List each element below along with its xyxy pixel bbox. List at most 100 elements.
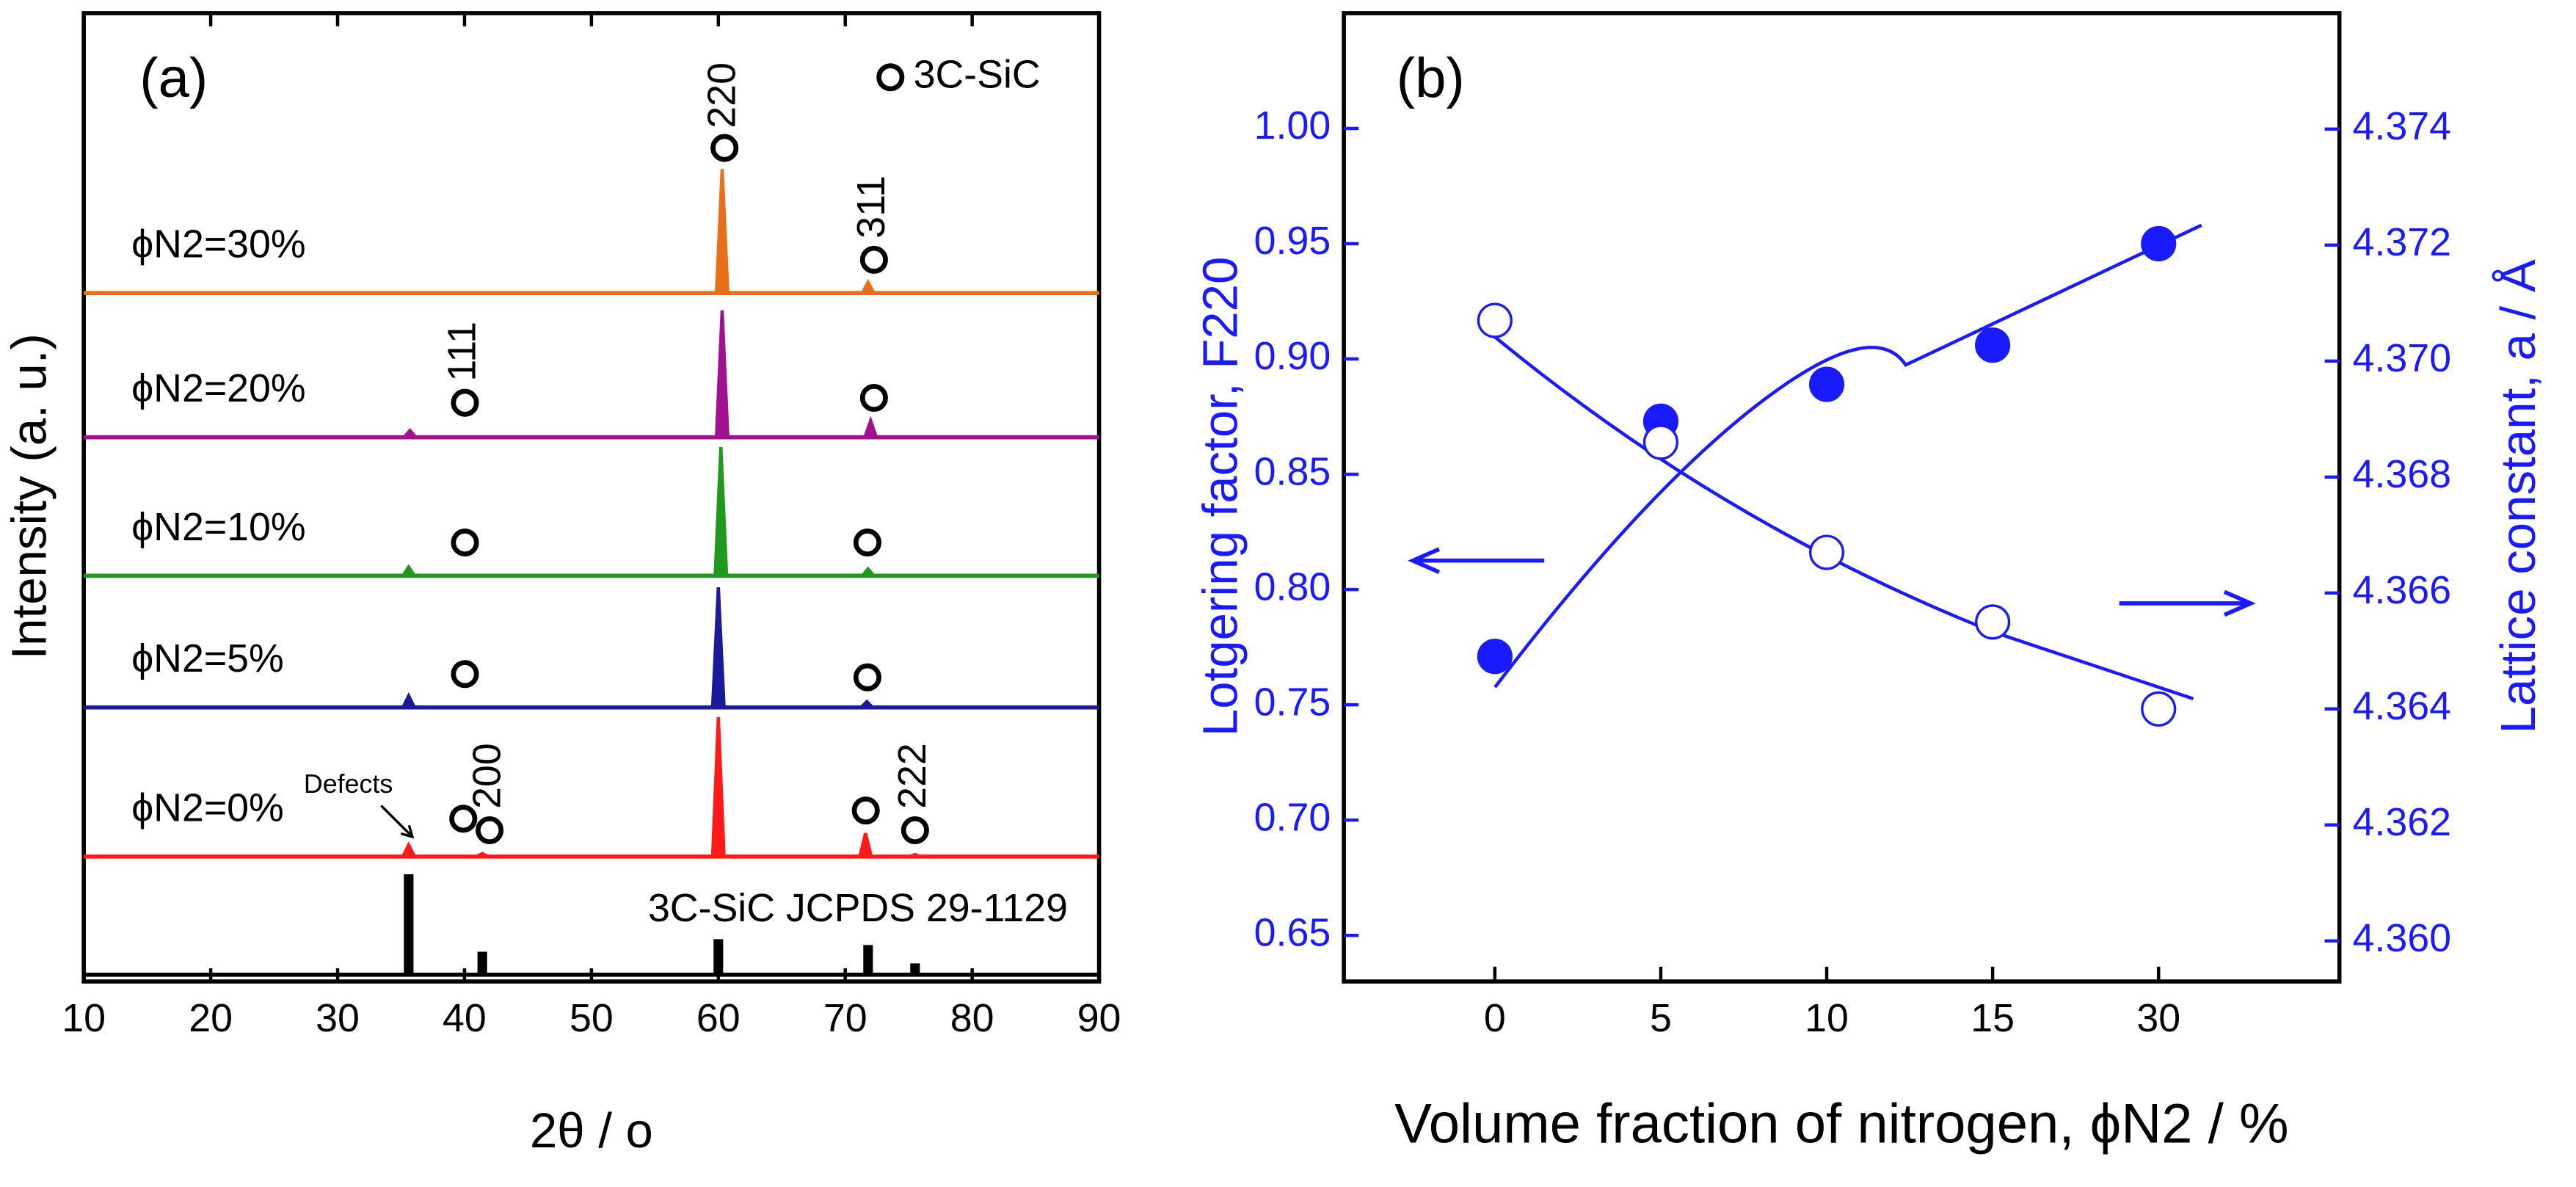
fit-curve <box>1493 335 2194 700</box>
peak-label: 111 <box>440 322 484 382</box>
y-tick-label: 0.75 <box>1254 680 1331 724</box>
marker <box>1808 366 1845 402</box>
panel-title: (b) <box>1397 47 1465 109</box>
marker <box>2141 691 2177 727</box>
peak <box>863 945 873 977</box>
x-tick-label: 0 <box>1484 996 1506 1040</box>
series-label: 3C-SiC JCPDS 29-1129 <box>648 886 1068 930</box>
peak-label: 200 <box>465 743 509 809</box>
peak <box>710 716 726 857</box>
peak-marker <box>451 529 479 557</box>
x-tick-label: 30 <box>2136 996 2180 1040</box>
peak <box>403 427 418 439</box>
peak <box>861 278 876 294</box>
marker <box>1642 424 1679 460</box>
peak <box>714 169 729 294</box>
x-tick-label: 50 <box>570 996 614 1040</box>
y-axis-label: Lotgering factor, F220 <box>1193 257 1248 737</box>
peak-marker <box>859 245 888 274</box>
plot-frame <box>1342 11 2342 984</box>
legend-label: 3C-SiC <box>914 52 1041 96</box>
y2-tick-label: 4.364 <box>2353 684 2451 728</box>
peak <box>476 852 489 858</box>
series-label: ϕN2=5% <box>131 636 284 680</box>
marker <box>1975 604 2011 640</box>
series-label: ϕN2=20% <box>131 366 306 410</box>
peak-marker <box>859 383 888 413</box>
y2-tick-label: 4.362 <box>2353 800 2451 844</box>
defects-label: Defects <box>304 769 393 799</box>
x-tick-label: 60 <box>696 996 741 1040</box>
peak <box>863 415 878 438</box>
peak-marker <box>853 529 881 557</box>
panel-b: (b) Lotgering factor, F220 Lattice const… <box>1193 11 2546 1155</box>
peak-marker <box>851 796 880 825</box>
peak <box>714 310 729 438</box>
y-tick-label: 0.70 <box>1254 795 1331 839</box>
series-label: ϕN2=10% <box>131 505 306 549</box>
y-tick-label: 0.85 <box>1254 449 1331 493</box>
x-tick-label: 30 <box>316 996 360 1040</box>
defects-arrow <box>380 805 415 839</box>
peak <box>401 691 416 708</box>
legend-marker <box>876 63 905 92</box>
peak <box>404 874 414 977</box>
x-tick-label: 5 <box>1650 996 1672 1040</box>
marker <box>2141 225 2177 262</box>
fit-curve <box>1493 223 2202 689</box>
x-tick-label: 40 <box>443 996 487 1040</box>
y-tick-label: 1.00 <box>1254 104 1331 148</box>
x-tick-label: 80 <box>950 996 994 1040</box>
plot-frame <box>81 11 1102 984</box>
y-tick-label: 0.80 <box>1254 565 1331 609</box>
peak-label: 222 <box>890 743 934 809</box>
peak <box>710 587 726 708</box>
marker <box>1808 534 1845 570</box>
peak-markers <box>449 134 929 845</box>
axis-arrow <box>2119 589 2256 617</box>
peak <box>401 564 416 577</box>
peak <box>861 566 876 577</box>
peak <box>401 841 416 857</box>
series-label: ϕN2=30% <box>131 222 306 266</box>
y-tick-label: 0.90 <box>1254 334 1331 378</box>
peak-marker <box>853 663 881 691</box>
peak <box>713 939 724 977</box>
marker <box>1477 302 1513 338</box>
x-tick-label: 10 <box>1805 996 1849 1040</box>
y2-tick-label: 4.366 <box>2353 568 2451 612</box>
peak <box>910 963 920 977</box>
y2-tick-label: 4.374 <box>2353 104 2451 148</box>
x-tick-label: 15 <box>1971 996 2015 1040</box>
peak-marker <box>476 816 504 845</box>
marker <box>1975 327 2011 363</box>
x-tick-label: 70 <box>823 996 867 1040</box>
peak <box>477 951 487 977</box>
panel-a: (a) 3C-SiC 220 311 111 200 222 Defects I… <box>2 11 1102 1158</box>
peak-marker <box>900 816 929 845</box>
x-tick-label: 90 <box>1077 996 1121 1040</box>
peak-label: 220 <box>699 62 743 128</box>
peak <box>909 852 922 859</box>
y2-axis-label: Lattice constant, a / Å <box>2491 259 2546 733</box>
y-tick-label: 0.95 <box>1254 219 1331 263</box>
x-axis-label: 2θ / o <box>530 1103 653 1158</box>
y-tick-label: 0.65 <box>1254 910 1331 954</box>
peak-marker <box>449 805 478 833</box>
peak <box>713 446 729 576</box>
x-tick-label: 20 <box>189 996 233 1040</box>
x-tick-label: 10 <box>62 996 106 1040</box>
axis-arrow <box>1408 547 1545 574</box>
peak-marker <box>710 134 739 162</box>
peak <box>859 699 874 709</box>
x-axis-label: Volume fraction of nitrogen, ϕN2 / % <box>1394 1092 2288 1155</box>
series-label: ϕN2=0% <box>131 785 284 830</box>
y2-tick-label: 4.360 <box>2353 916 2451 960</box>
peak <box>858 832 873 857</box>
peak-marker <box>451 660 479 689</box>
y2-tick-label: 4.372 <box>2353 220 2451 264</box>
peak-label: 311 <box>849 175 893 239</box>
peak-marker <box>451 388 479 417</box>
marker <box>1477 639 1513 675</box>
